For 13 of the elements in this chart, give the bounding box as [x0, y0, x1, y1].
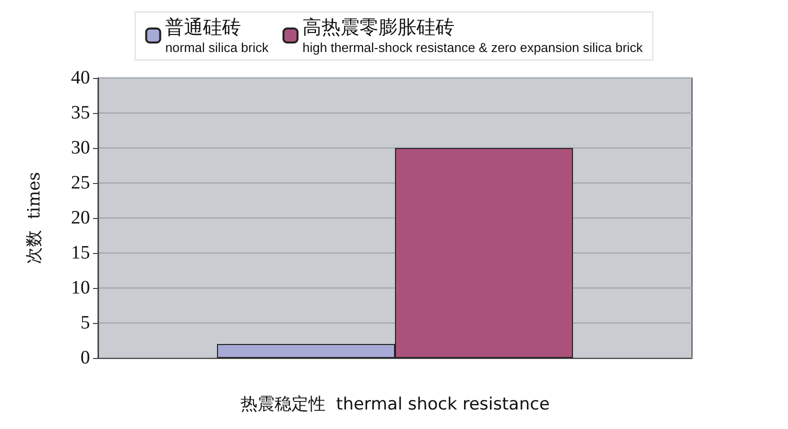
y-tick-label: 30: [71, 138, 90, 158]
y-tick-label: 40: [71, 68, 90, 88]
legend-label: 普通硅砖 normal silica brick: [165, 16, 269, 55]
y-tick-label: 20: [71, 208, 90, 228]
legend-label: 高热震零膨胀硅砖 high thermal-shock resistance & zero expansion silica brick: [302, 16, 644, 55]
y-tick-label: 0: [80, 348, 90, 368]
y-axis-title: 次数 times: [24, 172, 44, 264]
y-tick-label: 25: [71, 172, 90, 194]
y-tick-label: 10: [71, 278, 90, 298]
y-tick-label: 5: [80, 312, 90, 334]
y-tick-label: 15: [71, 242, 90, 264]
x-axis-title: 热震稳定性 thermal shock resistance: [240, 394, 550, 414]
y-tick-label: 35: [71, 102, 90, 124]
